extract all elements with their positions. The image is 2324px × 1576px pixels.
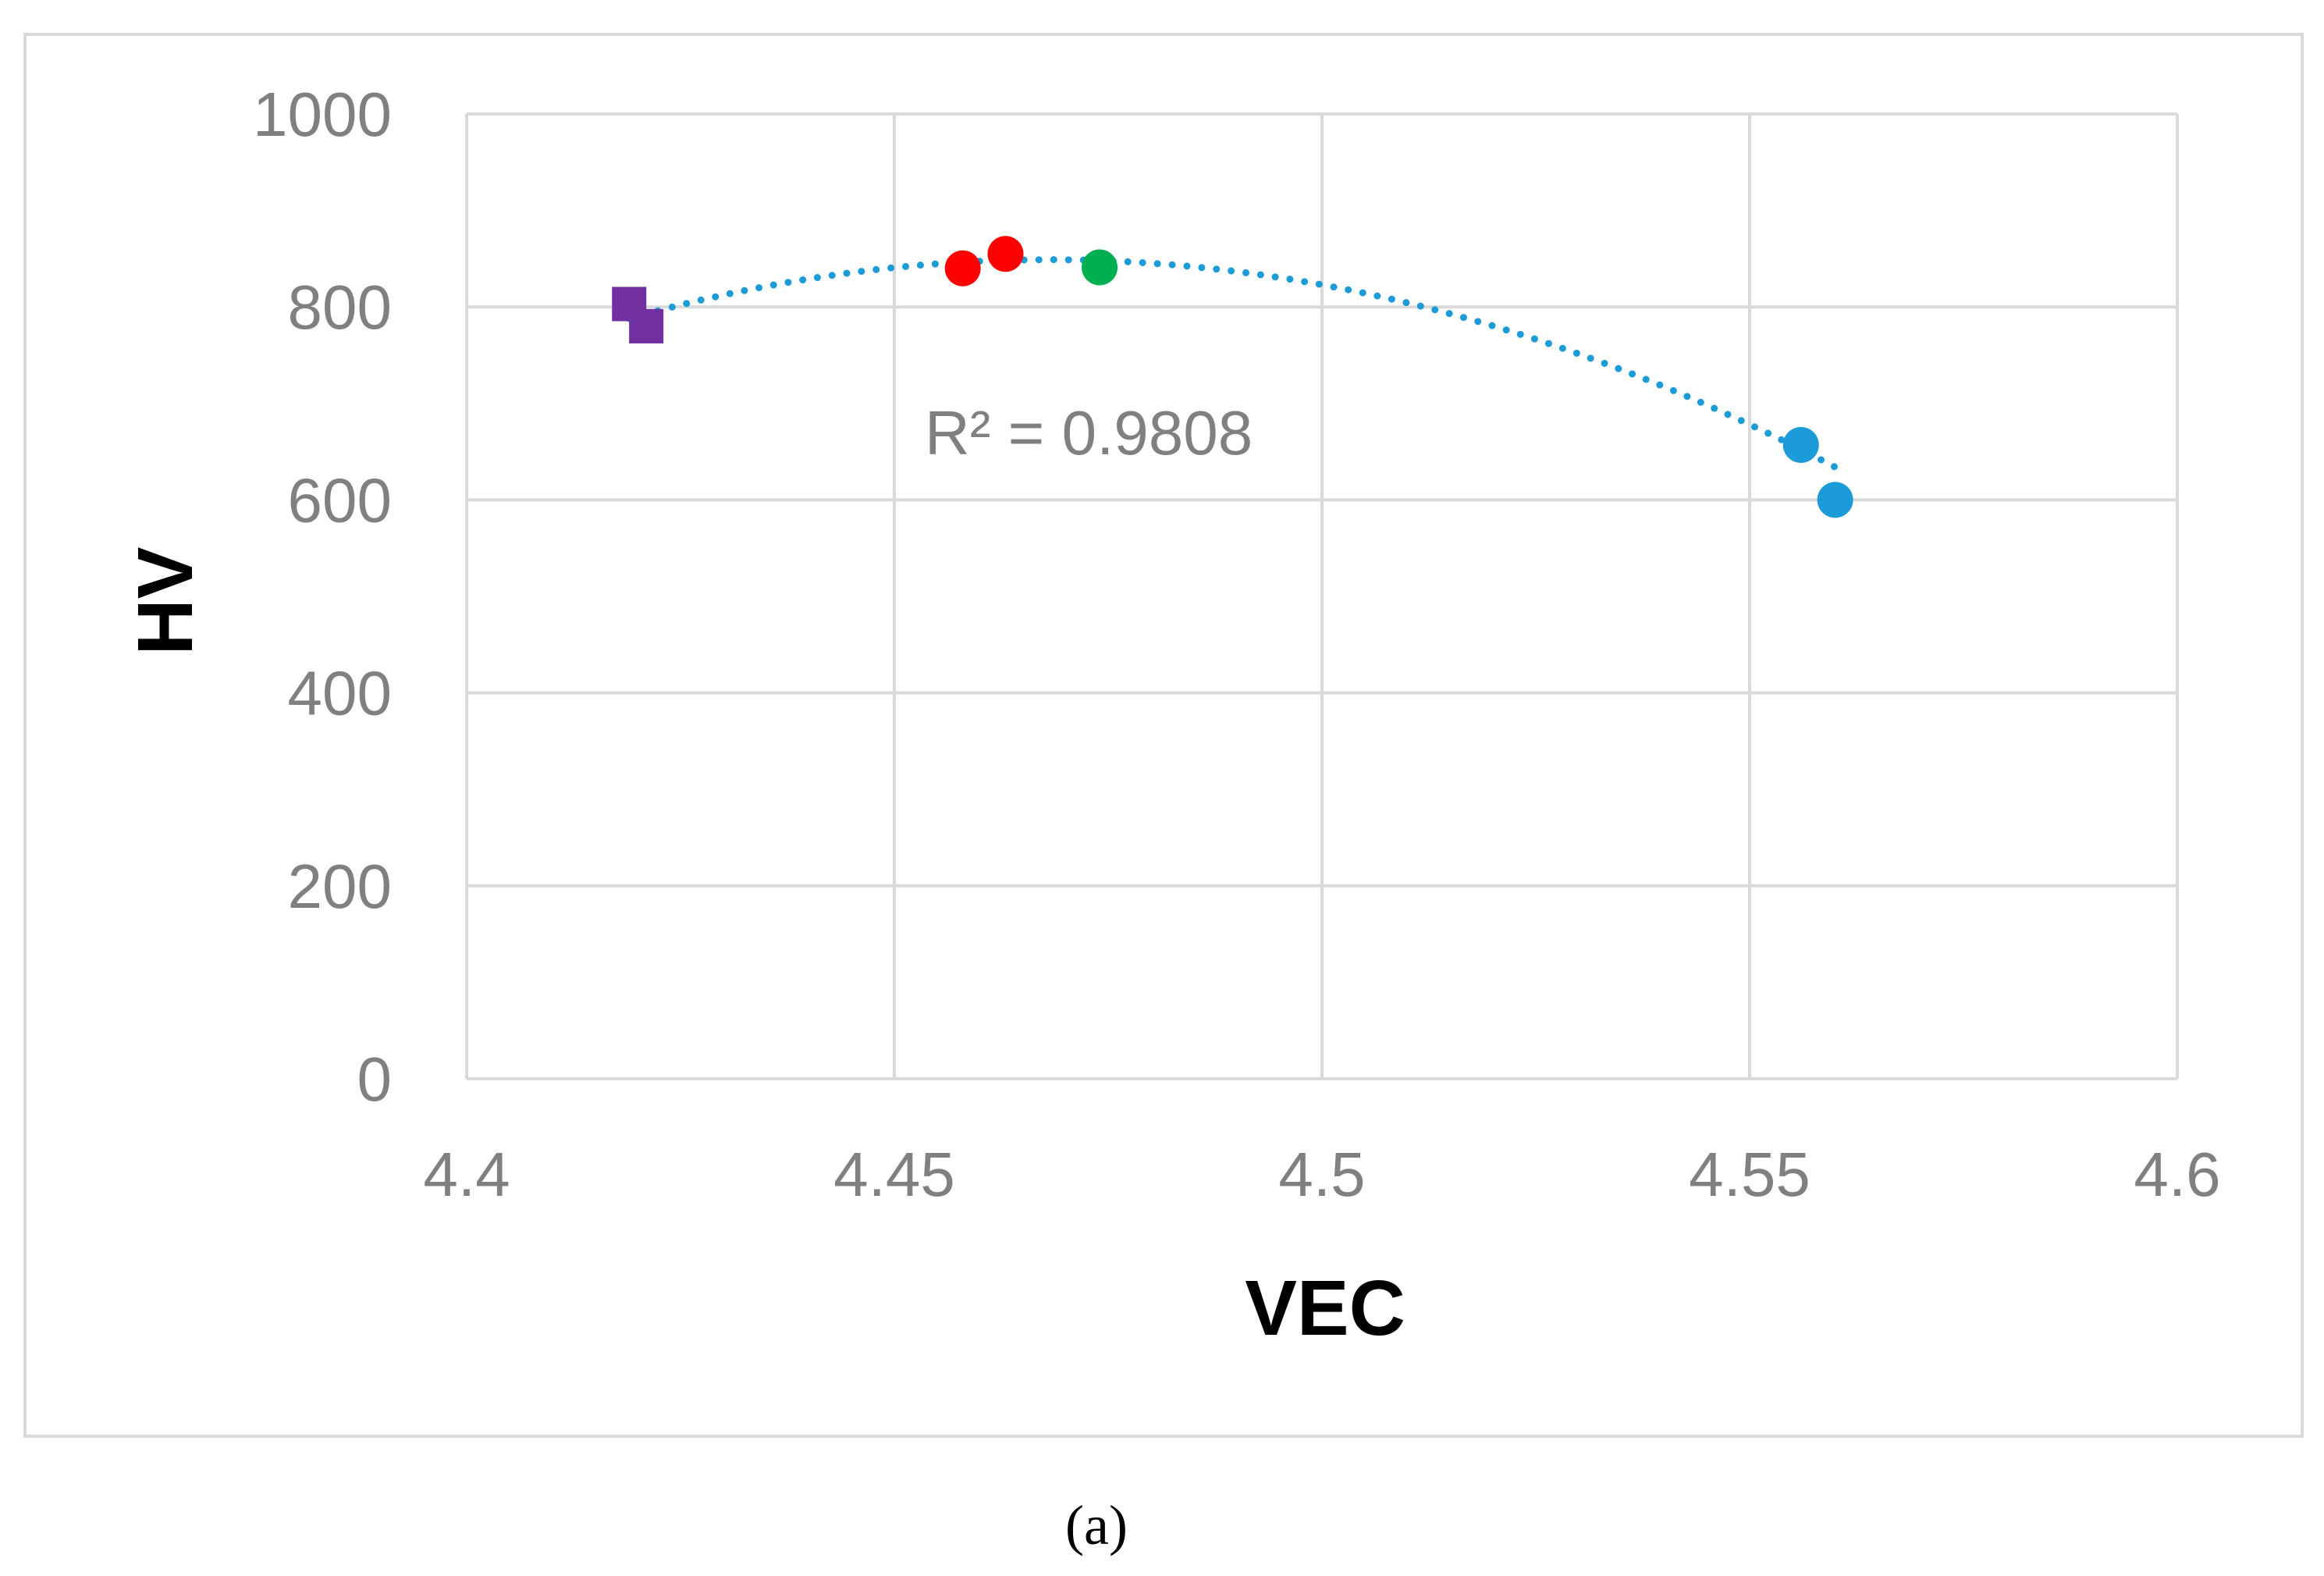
x-tick-label-4.6: 4.6 [2134,1140,2220,1209]
y-tick-label-800: 800 [288,272,392,342]
figure-caption: (a) [1065,1494,1128,1556]
purple-point-2 [629,308,664,343]
y-axis-title: HV [122,546,209,655]
x-tick-label-4.45: 4.45 [833,1140,955,1209]
axis-tick-labels: 0 200 400 600 800 1000 4.4 4.45 4.5 4.55 4.6 [253,80,2221,1209]
blue-point-2 [1817,482,1853,518]
red-point-1 [944,250,981,286]
r-squared-label: R² = 0.9808 [925,398,1253,468]
chart-frame [23,33,2304,1438]
trendline-curve [625,256,1839,471]
x-tick-label-4.5: 4.5 [1278,1140,1365,1209]
y-tick-label-0: 0 [357,1044,393,1114]
blue-point-1 [1782,426,1819,463]
trendline-layer [625,256,1839,471]
grid-lines [465,112,2179,1080]
data-points [612,236,1853,518]
green-point-1 [1082,249,1118,286]
red-point-2 [987,236,1024,272]
y-tick-label-400: 400 [288,659,392,728]
x-tick-label-4.55: 4.55 [1689,1140,1811,1209]
y-tick-label-1000: 1000 [253,80,392,149]
x-tick-label-4.4: 4.4 [423,1140,510,1209]
y-tick-label-200: 200 [288,852,392,921]
x-axis-title: VEC [1245,1265,1405,1352]
y-tick-label-600: 600 [288,465,392,535]
